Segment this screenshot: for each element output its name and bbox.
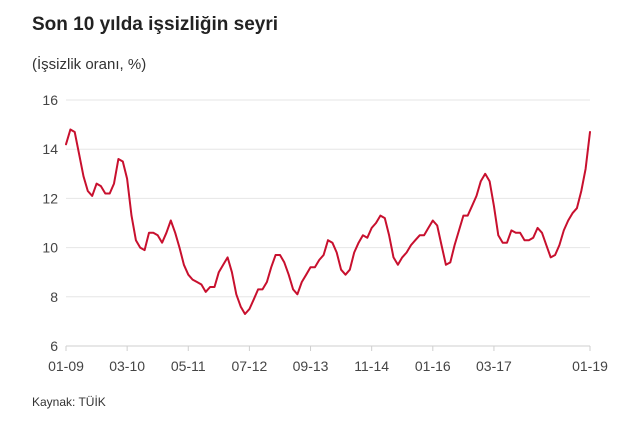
chart-subtitle: (İşsizlik oranı, %)	[32, 56, 147, 73]
series-line	[65, 128, 591, 315]
y-tick-label: 14	[42, 141, 58, 157]
x-tick-label: 05-11	[171, 358, 206, 374]
x-tick-label: 01-09	[48, 358, 84, 374]
x-tick-label: 01-19	[572, 358, 608, 374]
y-tick-label: 8	[50, 289, 58, 305]
x-axis: 01-09 03-10 05-11 07-12 09-13 11-14 01-16 03-17…	[48, 346, 608, 374]
x-tick-label: 03-10	[109, 358, 145, 374]
grid-lines	[66, 99, 590, 347]
x-tick-label: 09-13	[293, 358, 329, 374]
y-tick-label: 12	[42, 190, 58, 206]
chart-title: Son 10 yılda işsizliğin seyri	[32, 14, 279, 35]
x-tick-label: 07-12	[231, 358, 267, 374]
x-tick-label: 11-14	[354, 358, 389, 374]
x-tick-label: 01-16	[415, 358, 451, 374]
y-tick-label: 6	[50, 338, 58, 354]
y-tick-label: 10	[42, 240, 58, 256]
series-group	[65, 128, 591, 315]
x-tick-label: 03-17	[476, 358, 512, 374]
y-axis: 16 14 12 10 8 6	[42, 92, 58, 354]
source-note: Kaynak: TÜİK	[32, 395, 106, 409]
y-tick-label: 16	[42, 92, 58, 108]
